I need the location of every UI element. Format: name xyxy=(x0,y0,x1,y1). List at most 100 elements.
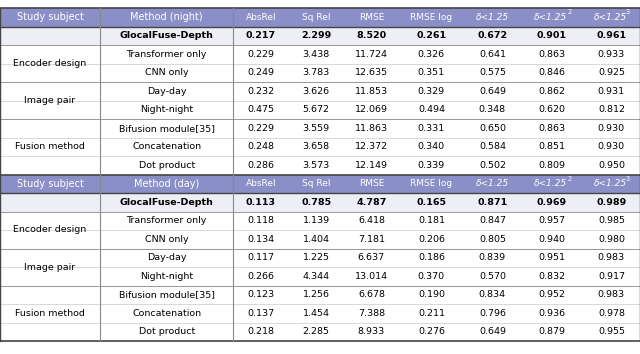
Text: 7.181: 7.181 xyxy=(358,235,385,244)
Text: 0.983: 0.983 xyxy=(598,253,625,262)
Text: 0.955: 0.955 xyxy=(598,327,625,336)
Text: δ<1.25: δ<1.25 xyxy=(476,179,509,188)
Text: 11.863: 11.863 xyxy=(355,124,388,133)
Text: 0.936: 0.936 xyxy=(538,309,566,318)
Text: Day-day: Day-day xyxy=(147,253,186,262)
Bar xyxy=(0,211,640,230)
Text: 3.438: 3.438 xyxy=(303,50,330,59)
Text: GlocalFuse-Depth: GlocalFuse-Depth xyxy=(120,31,214,40)
Text: 0.348: 0.348 xyxy=(479,105,506,114)
Text: 0.805: 0.805 xyxy=(479,235,506,244)
Text: 0.276: 0.276 xyxy=(418,327,445,336)
Text: 0.969: 0.969 xyxy=(537,198,567,207)
Text: CNN only: CNN only xyxy=(145,235,188,244)
Text: 0.475: 0.475 xyxy=(248,105,275,114)
Text: 0.839: 0.839 xyxy=(479,253,506,262)
Text: 0.113: 0.113 xyxy=(246,198,276,207)
Bar xyxy=(0,249,640,267)
Text: 12.069: 12.069 xyxy=(355,105,388,114)
Text: 0.863: 0.863 xyxy=(538,50,566,59)
Text: 0.930: 0.930 xyxy=(598,124,625,133)
Text: Bifusion module[35]: Bifusion module[35] xyxy=(118,124,214,133)
Text: 0.641: 0.641 xyxy=(479,50,506,59)
Text: 0.809: 0.809 xyxy=(538,161,565,170)
Text: 13.014: 13.014 xyxy=(355,272,388,281)
Text: 0.584: 0.584 xyxy=(479,142,506,151)
Text: 3.573: 3.573 xyxy=(303,161,330,170)
Text: 0.620: 0.620 xyxy=(538,105,565,114)
Text: 1.256: 1.256 xyxy=(303,290,330,299)
Bar xyxy=(0,101,640,119)
Text: Bifusion module[35]: Bifusion module[35] xyxy=(118,290,214,299)
Text: 0.229: 0.229 xyxy=(248,50,275,59)
Text: 2.285: 2.285 xyxy=(303,327,330,336)
Text: 0.917: 0.917 xyxy=(598,272,625,281)
Text: 0.834: 0.834 xyxy=(479,290,506,299)
Text: 0.211: 0.211 xyxy=(418,309,445,318)
Text: 0.190: 0.190 xyxy=(418,290,445,299)
Text: 0.326: 0.326 xyxy=(418,50,445,59)
Text: 11.724: 11.724 xyxy=(355,50,388,59)
Text: 0.123: 0.123 xyxy=(248,290,275,299)
Text: 0.931: 0.931 xyxy=(598,87,625,96)
Text: 0.832: 0.832 xyxy=(538,272,566,281)
Text: 0.930: 0.930 xyxy=(598,142,625,151)
Bar xyxy=(0,27,640,45)
Text: 0.186: 0.186 xyxy=(418,253,445,262)
Text: 0.248: 0.248 xyxy=(248,142,275,151)
Text: 0.851: 0.851 xyxy=(538,142,565,151)
Text: Study subject: Study subject xyxy=(17,179,83,189)
Text: Dot product: Dot product xyxy=(138,161,195,170)
Text: Image pair: Image pair xyxy=(24,96,76,105)
Text: 0.137: 0.137 xyxy=(248,309,275,318)
Text: 4.787: 4.787 xyxy=(356,198,387,207)
Text: Encoder design: Encoder design xyxy=(13,59,86,68)
Bar xyxy=(0,267,640,285)
Text: RMSE: RMSE xyxy=(359,179,384,188)
Text: 8.520: 8.520 xyxy=(356,31,387,40)
Text: 0.980: 0.980 xyxy=(598,235,625,244)
Text: 0.812: 0.812 xyxy=(598,105,625,114)
Text: 0.206: 0.206 xyxy=(418,235,445,244)
Text: 0.118: 0.118 xyxy=(248,216,275,225)
Bar xyxy=(0,304,640,322)
Text: 0.229: 0.229 xyxy=(248,124,275,133)
Bar xyxy=(0,322,640,341)
Text: 5.672: 5.672 xyxy=(303,105,330,114)
Text: 0.249: 0.249 xyxy=(248,68,275,77)
Text: 2: 2 xyxy=(567,176,572,182)
Text: 0.871: 0.871 xyxy=(477,198,508,207)
Text: 8.933: 8.933 xyxy=(358,327,385,336)
Text: 0.933: 0.933 xyxy=(598,50,625,59)
Bar xyxy=(0,137,640,156)
Text: 2.299: 2.299 xyxy=(301,31,332,40)
Bar xyxy=(0,230,640,249)
Text: 0.672: 0.672 xyxy=(477,31,508,40)
Text: 0.181: 0.181 xyxy=(418,216,445,225)
Text: 2: 2 xyxy=(567,9,572,15)
Text: 11.853: 11.853 xyxy=(355,87,388,96)
Text: AbsRel: AbsRel xyxy=(246,13,276,22)
Text: δ<1.25: δ<1.25 xyxy=(534,179,568,188)
Text: 0.951: 0.951 xyxy=(538,253,565,262)
Text: CNN only: CNN only xyxy=(145,68,188,77)
Bar xyxy=(0,119,640,137)
Text: 0.232: 0.232 xyxy=(248,87,275,96)
Text: Method (day): Method (day) xyxy=(134,179,199,189)
Text: 0.952: 0.952 xyxy=(538,290,565,299)
Text: Sq Rel: Sq Rel xyxy=(302,179,330,188)
Text: 0.329: 0.329 xyxy=(418,87,445,96)
Text: δ<1.25: δ<1.25 xyxy=(534,13,568,22)
Text: Sq Rel: Sq Rel xyxy=(302,13,330,22)
Text: 0.796: 0.796 xyxy=(479,309,506,318)
Text: Study subject: Study subject xyxy=(17,12,83,22)
Text: Method (night): Method (night) xyxy=(131,12,203,22)
Text: 0.575: 0.575 xyxy=(479,68,506,77)
Text: 1.139: 1.139 xyxy=(303,216,330,225)
Text: 0.165: 0.165 xyxy=(417,198,447,207)
Text: 0.983: 0.983 xyxy=(598,290,625,299)
Text: 7.388: 7.388 xyxy=(358,309,385,318)
Text: 1.454: 1.454 xyxy=(303,309,330,318)
Bar xyxy=(0,156,640,175)
Text: 0.847: 0.847 xyxy=(479,216,506,225)
